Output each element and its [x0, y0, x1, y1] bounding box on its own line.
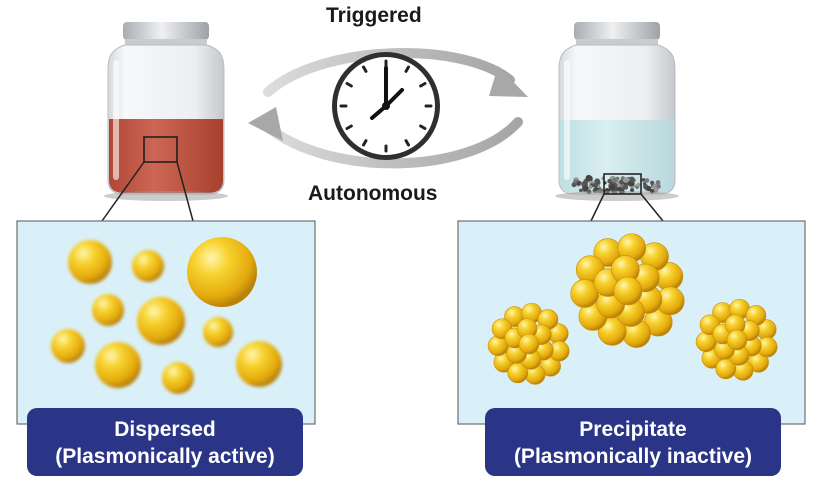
precipitate-jar [555, 22, 679, 201]
particle-cluster [695, 298, 778, 381]
gold-particle [203, 317, 233, 347]
gold-particle [187, 237, 257, 307]
dispersed-badge: Dispersed (Plasmonically active) [27, 408, 303, 476]
autonomous-arrow [248, 107, 523, 169]
precipitate-subtitle: (Plasmonically inactive) [513, 445, 753, 468]
particle-cluster [487, 302, 570, 385]
zoom-box-left [143, 136, 178, 163]
precipitate-badge: Precipitate (Plasmonically inactive) [485, 408, 781, 476]
precipitate-title: Precipitate [579, 418, 687, 441]
dispersed-title: Dispersed [114, 418, 216, 441]
dispersed-jar [104, 22, 228, 201]
aggregate-clusters [487, 233, 778, 385]
clock-icon [332, 52, 440, 160]
gold-particle [95, 342, 141, 388]
gold-particle [162, 362, 194, 394]
gold-particle [51, 329, 85, 363]
gold-particle [68, 240, 112, 284]
arrow-left-icon [248, 107, 283, 141]
gold-particle [92, 294, 124, 326]
autonomous-label: Autonomous [308, 182, 438, 205]
gold-particle [137, 297, 185, 345]
gold-particle [236, 341, 282, 387]
triggered-label: Triggered [326, 4, 422, 27]
dispersed-particles [51, 237, 282, 394]
zoom-box-right [603, 173, 642, 195]
dispersed-subtitle: (Plasmonically active) [55, 445, 275, 468]
arrow-right-icon [489, 66, 528, 97]
gold-particle [132, 250, 164, 282]
particle-cluster [570, 233, 685, 348]
